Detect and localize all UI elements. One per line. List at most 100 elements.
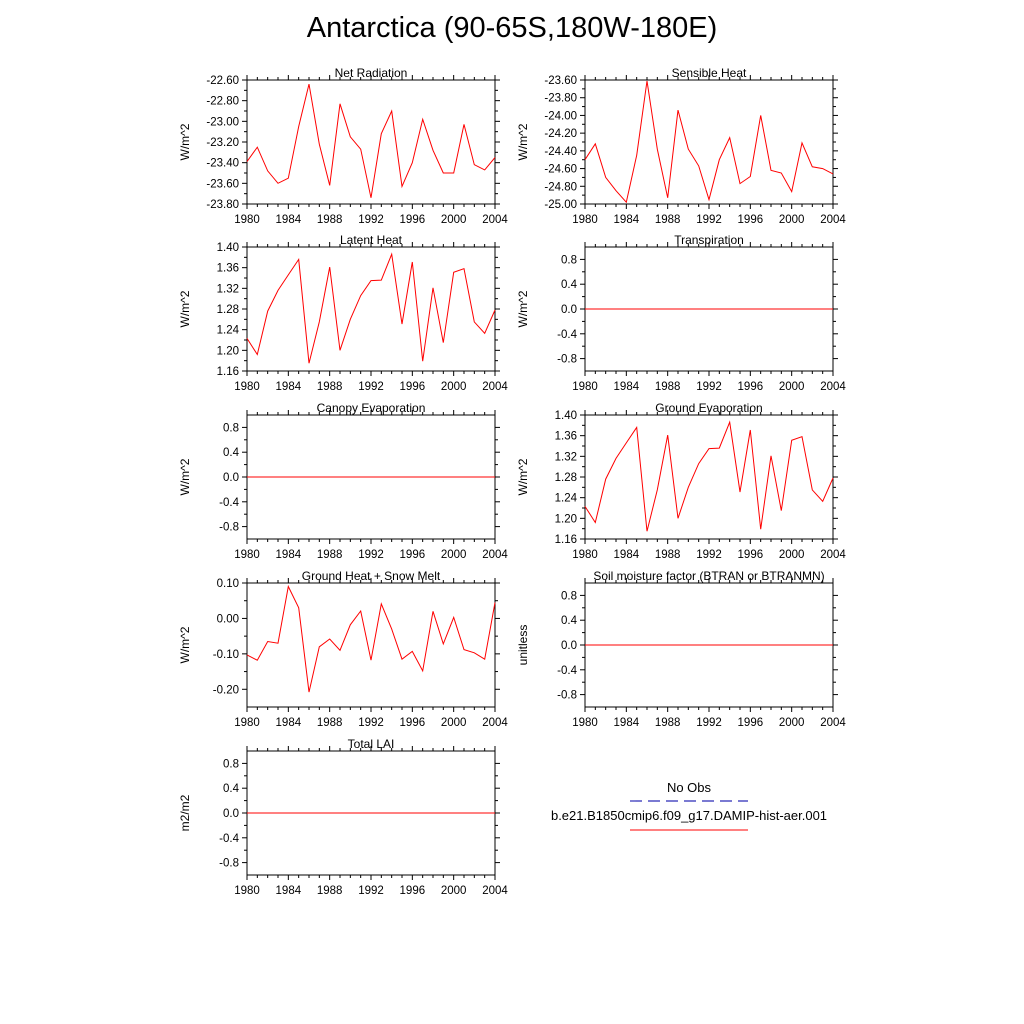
panel-5: Canopy Evaporation W/m^2 -0.8 -0.4 0.0 0.4 0.8… <box>178 401 508 561</box>
y-axis-label: W/m^2 <box>516 458 530 495</box>
series-line <box>246 83 496 198</box>
y-tick-label: 1.28 <box>555 472 577 484</box>
y-tick-label: -0.4 <box>219 833 239 845</box>
x-tick-label: 2000 <box>779 717 805 729</box>
x-tick-label: 1988 <box>655 717 681 729</box>
y-tick-label: 1.40 <box>217 242 239 254</box>
y-axis-label: W/m^2 <box>178 123 192 160</box>
y-tick-label: -23.60 <box>206 178 239 190</box>
series-line <box>246 584 496 693</box>
x-tick-label: 2004 <box>820 381 846 393</box>
panels: Net Radiation W/m^2 -23.80 -23.60 -23.40 -23.… <box>178 66 846 897</box>
x-tick-label: 1988 <box>317 381 343 393</box>
panel-title: Net Radiation <box>335 66 408 80</box>
panel-title: Transpiration <box>674 233 744 247</box>
y-tick-label: -0.10 <box>213 649 239 661</box>
y-tick-label: 0.0 <box>561 304 577 316</box>
y-tick-label: 1.36 <box>555 431 577 443</box>
x-tick-label: 1988 <box>317 885 343 897</box>
x-tick-label: 1984 <box>276 885 302 897</box>
panel-3: Latent Heat W/m^2 1.16 1.20 1.24 1.28 1.32 1.36… <box>178 233 508 393</box>
x-tick-label: 1988 <box>317 717 343 729</box>
x-tick-label: 2000 <box>441 885 467 897</box>
y-tick-label: 1.20 <box>555 513 577 525</box>
plot-frame <box>246 582 496 708</box>
x-tick-label: 1980 <box>234 885 260 897</box>
x-tick-label: 1980 <box>572 381 598 393</box>
y-axis-label: unitless <box>516 625 530 666</box>
x-tick-label: 2000 <box>441 549 467 561</box>
x-tick-label: 1984 <box>614 381 640 393</box>
x-tick-label: 2000 <box>779 381 805 393</box>
y-tick-label: 1.32 <box>217 283 239 295</box>
panel-4: Transpiration W/m^2 -0.8 -0.4 0.0 0.4 0.8 1980 1… <box>516 233 846 393</box>
y-tick-label: -22.80 <box>206 96 239 108</box>
y-tick-label: -0.8 <box>557 690 577 702</box>
y-tick-label: -24.60 <box>544 164 577 176</box>
y-tick-label: 1.40 <box>555 410 577 422</box>
x-tick-label: 1980 <box>572 549 598 561</box>
y-tick-label: -23.20 <box>206 137 239 149</box>
y-tick-label: 0.8 <box>561 590 577 602</box>
y-axis-label: W/m^2 <box>516 123 530 160</box>
x-tick-label: 2000 <box>779 549 805 561</box>
panel-title: Ground Evaporation <box>655 401 762 415</box>
panel-8: Soil moisture factor (BTRAN or BTRANMN) u… <box>516 569 846 729</box>
x-tick-label: 1996 <box>738 717 764 729</box>
y-axis-label: m2/m2 <box>178 794 192 831</box>
y-axis-label: W/m^2 <box>516 290 530 327</box>
x-tick-label: 1996 <box>400 214 426 226</box>
y-tick-label: -24.20 <box>544 128 577 140</box>
legend: No Obs b.e21.B1850cmip6.f09_g17.DAMIP-hi… <box>551 780 827 831</box>
x-tick-label: 1992 <box>358 381 384 393</box>
y-tick-label: 1.28 <box>217 304 239 316</box>
x-tick-label: 1984 <box>614 717 640 729</box>
y-tick-label: -25.00 <box>544 199 577 211</box>
x-tick-label: 1996 <box>400 549 426 561</box>
x-tick-label: 1980 <box>572 214 598 226</box>
panel-title: Ground Heat + Snow Melt <box>302 569 441 583</box>
plot-frame <box>584 79 834 205</box>
x-tick-label: 1992 <box>358 717 384 729</box>
panel-title: Soil moisture factor (BTRAN or BTRANMN) <box>593 569 824 583</box>
y-tick-label: 1.20 <box>217 345 239 357</box>
y-tick-label: -24.80 <box>544 181 577 193</box>
x-tick-label: 1988 <box>655 381 681 393</box>
x-tick-label: 1984 <box>276 381 302 393</box>
x-tick-label: 1996 <box>738 214 764 226</box>
x-tick-label: 2000 <box>779 214 805 226</box>
x-tick-label: 1992 <box>358 549 384 561</box>
y-tick-label: 0.00 <box>217 613 239 625</box>
panel-6: Ground Evaporation W/m^2 1.16 1.20 1.24 1.28 1… <box>516 401 846 561</box>
y-tick-label: -0.8 <box>557 354 577 366</box>
x-tick-label: 1988 <box>655 549 681 561</box>
x-tick-label: 1984 <box>276 214 302 226</box>
y-tick-label: 0.0 <box>223 472 239 484</box>
x-tick-label: 1992 <box>696 381 722 393</box>
plot-frame <box>584 414 834 540</box>
y-tick-label: 0.0 <box>561 640 577 652</box>
x-tick-label: 2000 <box>441 381 467 393</box>
y-tick-label: -24.00 <box>544 110 577 122</box>
y-tick-label: -23.80 <box>544 93 577 105</box>
y-tick-label: 1.24 <box>217 325 240 337</box>
x-tick-label: 1984 <box>614 549 640 561</box>
x-tick-label: 2000 <box>441 717 467 729</box>
x-tick-label: 2004 <box>482 381 508 393</box>
panel-1: Net Radiation W/m^2 -23.80 -23.60 -23.40 -23.… <box>178 66 508 226</box>
y-axis-label: W/m^2 <box>178 290 192 327</box>
panel-2: Sensible Heat W/m^2 -25.00 -24.80 -24.60 -24.… <box>516 66 846 226</box>
x-tick-label: 1984 <box>614 214 640 226</box>
series-line <box>246 252 496 364</box>
x-tick-label: 1992 <box>358 885 384 897</box>
x-tick-label: 1992 <box>696 717 722 729</box>
panel-7: Ground Heat + Snow Melt W/m^2 -0.20 -0.10 0.… <box>178 569 508 729</box>
y-tick-label: -0.20 <box>213 684 239 696</box>
y-tick-label: -23.60 <box>544 75 577 87</box>
x-tick-label: 1988 <box>655 214 681 226</box>
y-axis-label: W/m^2 <box>178 458 192 495</box>
x-tick-label: 1980 <box>234 549 260 561</box>
legend-obs-label: No Obs <box>667 780 712 795</box>
y-tick-label: 0.10 <box>217 578 239 590</box>
y-tick-label: 0.4 <box>561 615 578 627</box>
